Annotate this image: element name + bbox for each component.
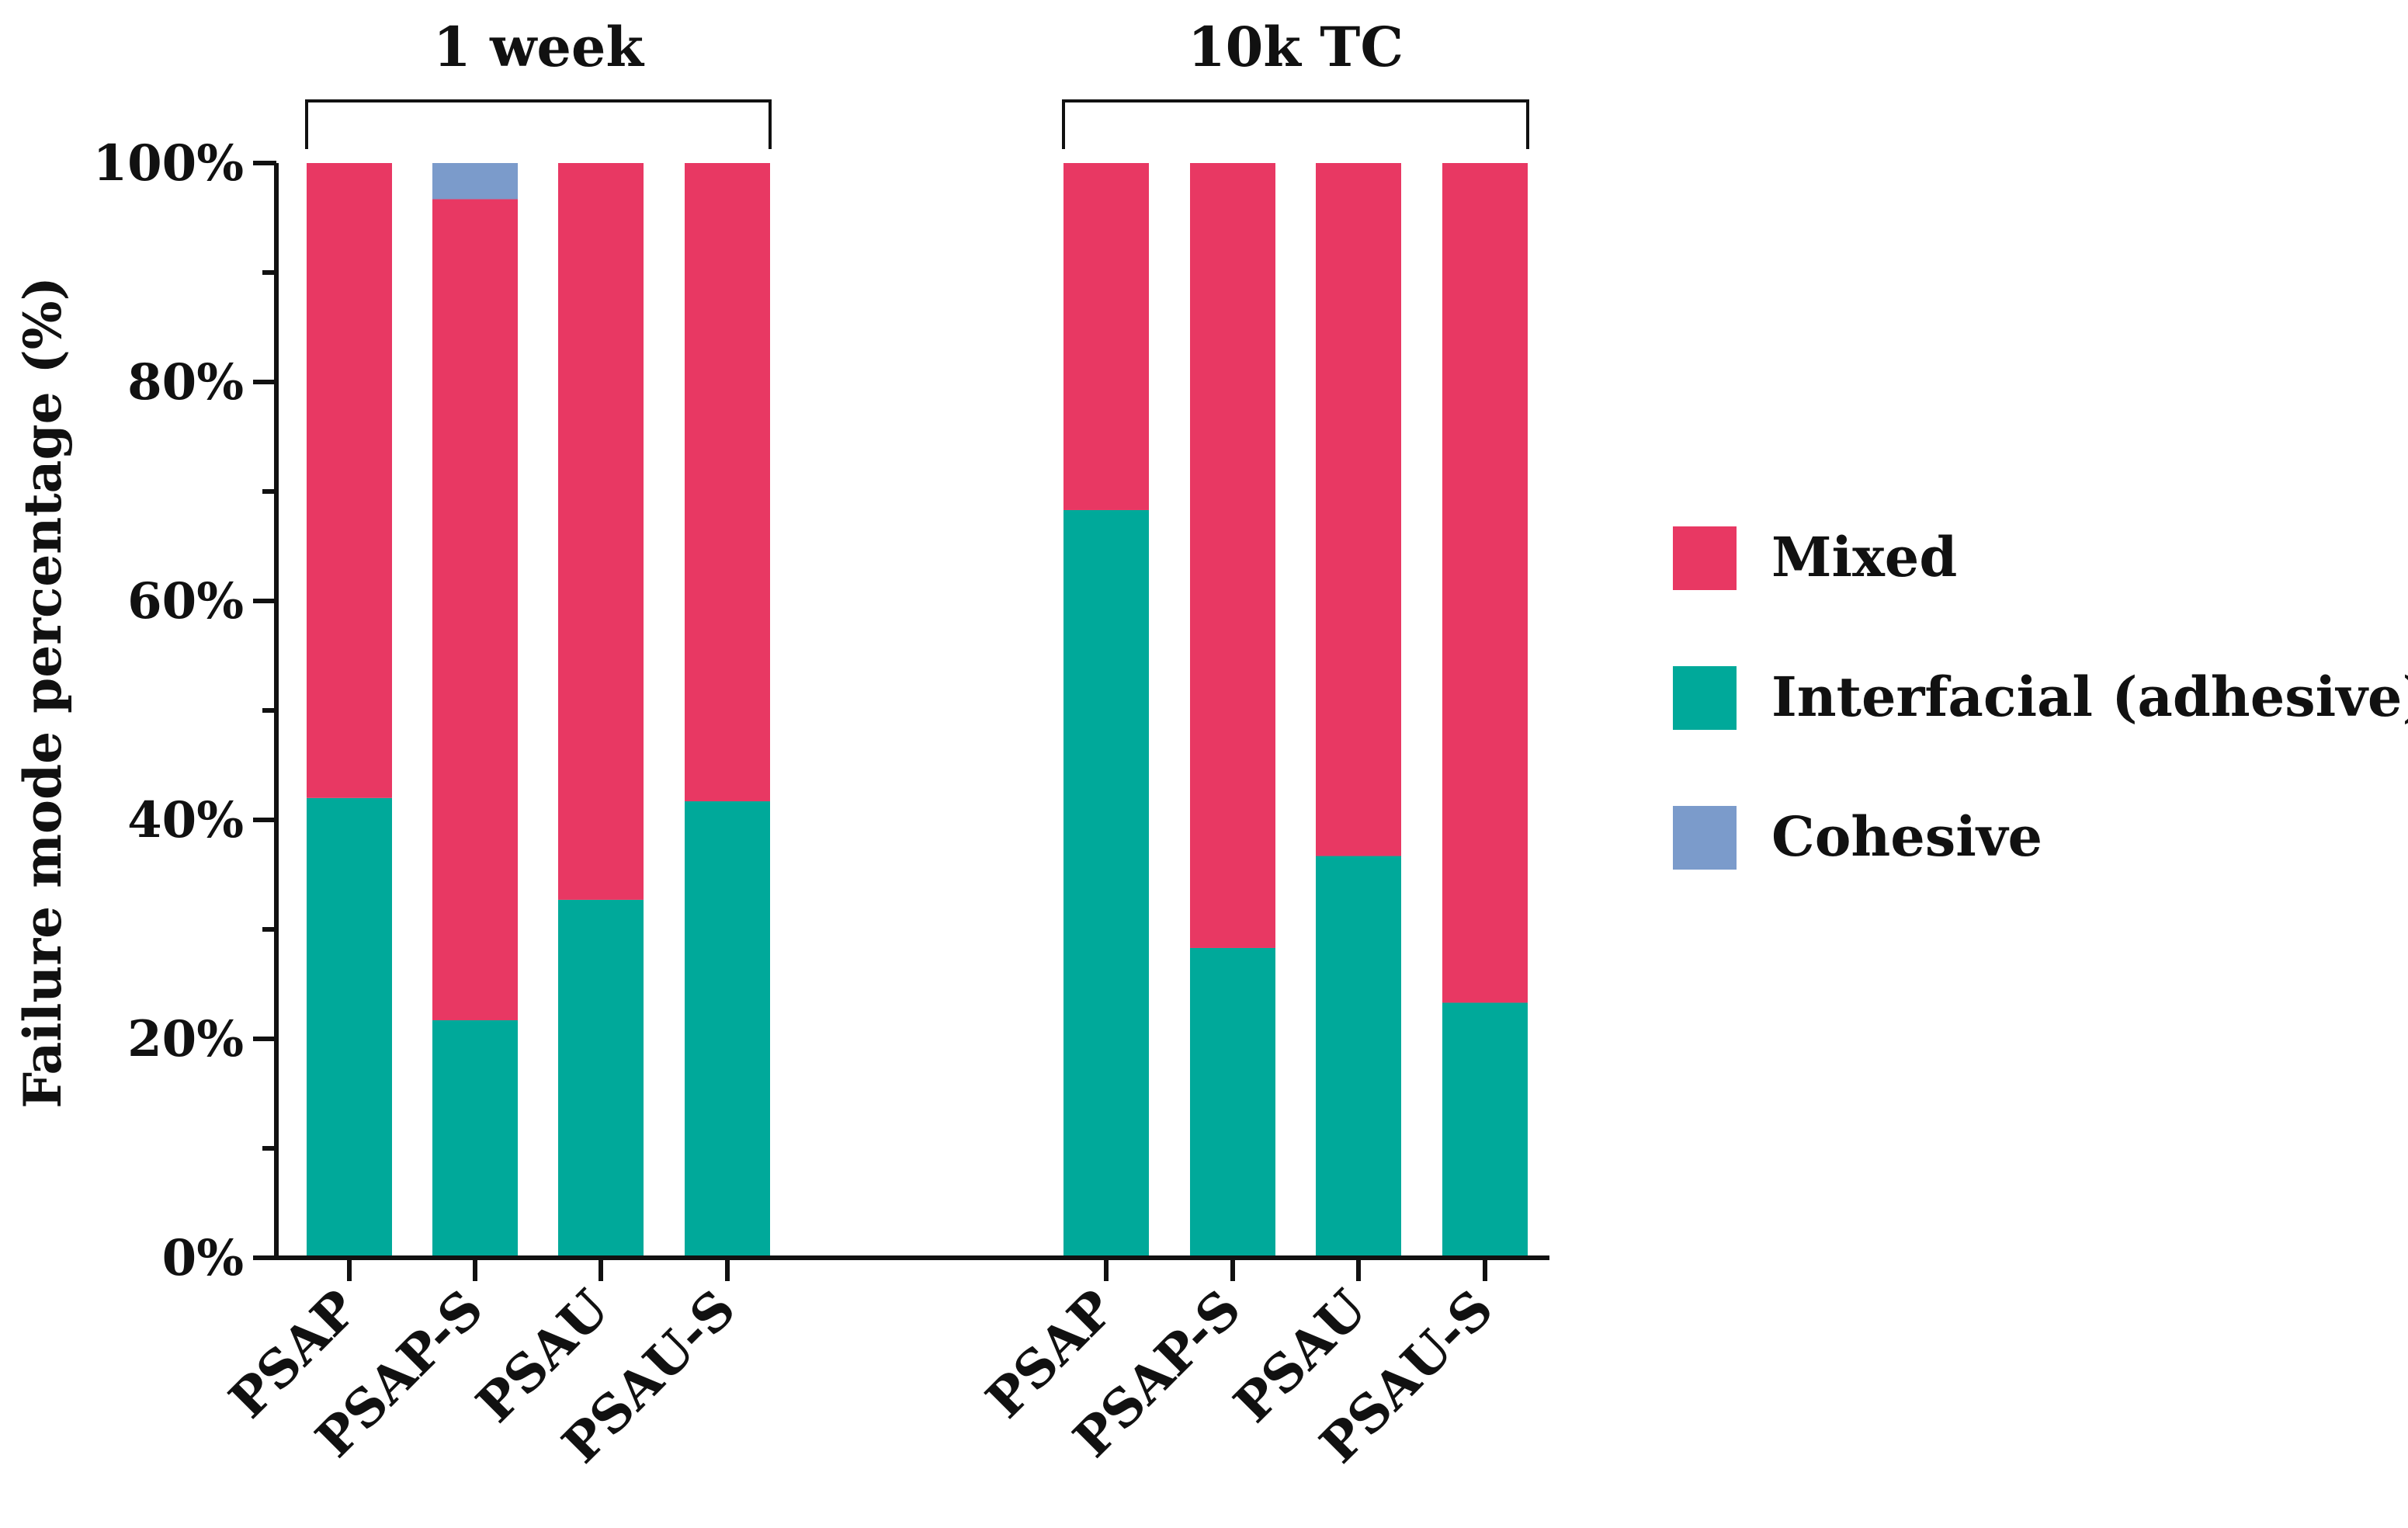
bars-layer [307, 163, 1528, 1258]
bar-interfacial-adhesive-3 [558, 899, 644, 1258]
legend-swatch-interfacial-adhesive [1673, 666, 1737, 730]
y-tick-label-100: 100% [93, 134, 244, 193]
group-bracket-2 [1062, 99, 1529, 149]
bar-interfacial-adhesive-8 [1442, 1002, 1528, 1258]
legend-label-interfacial-adhesive: Interfacial (adhesive) [1771, 665, 2408, 729]
y-ticks-layer: 0% 20% 40% 60% 80% 100% [93, 134, 276, 1287]
group-label-1: 1 week [433, 15, 644, 79]
y-tick-label-20: 20% [127, 1010, 244, 1068]
bar-mixed-8 [1442, 163, 1528, 1003]
group-brackets-layer: 1 week 10k TC [305, 15, 1529, 149]
legend-swatch-mixed [1673, 526, 1737, 590]
bar-interfacial-adhesive-6 [1190, 947, 1275, 1258]
bar-mixed-2 [432, 199, 518, 1021]
bar-interfacial-adhesive-1 [307, 797, 392, 1258]
bar-interfacial-adhesive-4 [685, 801, 770, 1258]
y-tick-label-80: 80% [127, 353, 244, 412]
group-bracket-1 [305, 99, 772, 149]
legend-label-cohesive: Cohesive [1771, 804, 2042, 869]
bar-cohesive-2 [432, 163, 518, 200]
bar-interfacial-adhesive-5 [1063, 509, 1149, 1258]
bar-mixed-7 [1316, 163, 1401, 856]
y-tick-label-60: 60% [127, 572, 244, 630]
legend-label-mixed: Mixed [1771, 525, 1957, 589]
bar-mixed-6 [1190, 163, 1275, 948]
legend-swatch-cohesive [1673, 806, 1737, 870]
bar-mixed-5 [1063, 163, 1149, 510]
y-axis-title: Failure mode percentage (%) [12, 276, 73, 1108]
y-tick-label-0: 0% [162, 1229, 244, 1287]
bar-interfacial-adhesive-7 [1316, 856, 1401, 1258]
legend: Mixed Interfacial (adhesive) Cohesive [1673, 525, 2408, 870]
bar-mixed-1 [307, 163, 392, 798]
bar-mixed-3 [558, 163, 644, 900]
bar-mixed-4 [685, 163, 770, 802]
y-tick-label-40: 40% [127, 791, 244, 849]
group-label-2: 10k TC [1188, 15, 1404, 79]
bar-interfacial-adhesive-2 [432, 1020, 518, 1258]
